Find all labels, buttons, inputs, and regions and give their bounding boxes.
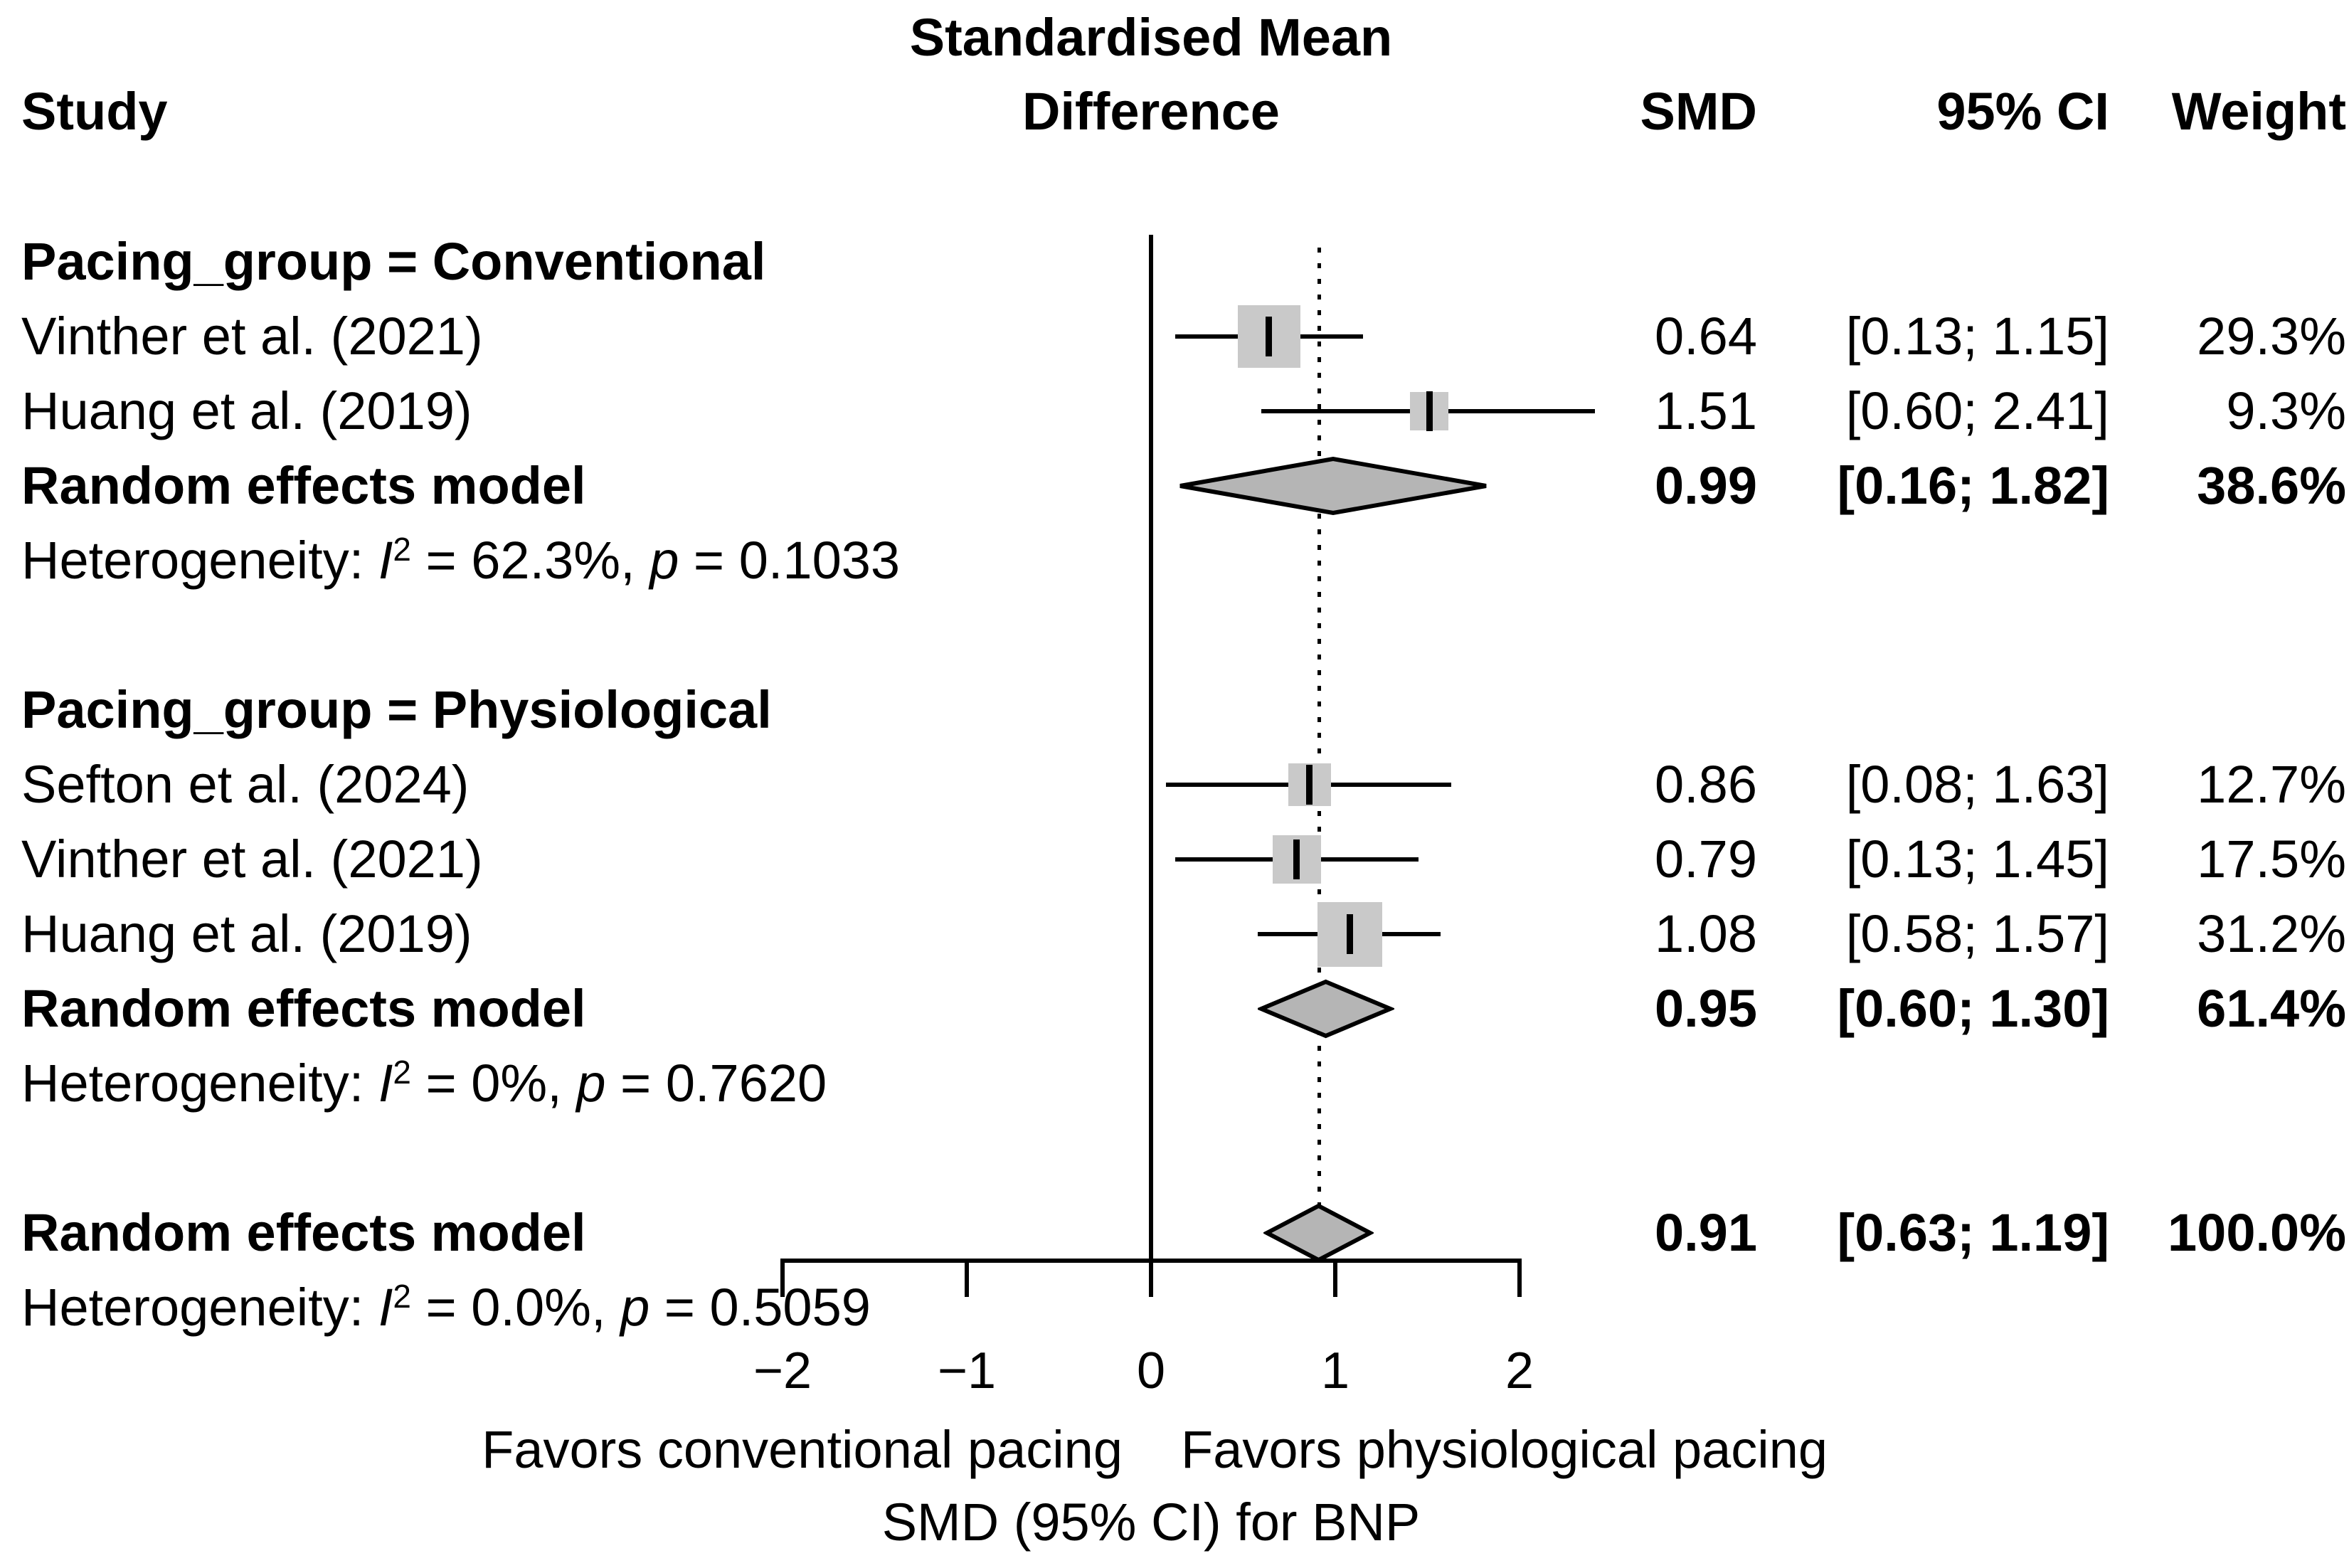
effect-estimate-tick [1306,765,1313,805]
column-header-ci: 95% CI [1936,82,2109,141]
het-p-value: = 0.7620 [605,1054,827,1113]
x-axis-tick [1517,1259,1522,1297]
pooled-label: Random effects model [21,1203,586,1262]
study-label: Vinther et al. (2021) [21,830,483,889]
column-header-study: Study [21,82,168,141]
overall-effect-dotted-line [1317,248,1321,1261]
effect-estimate-tick [1266,317,1272,356]
het-p-value: = 0.1033 [679,531,901,590]
x-axis-tick-label: 0 [1136,1342,1166,1399]
favors-left-label: Favors conventional pacing [482,1420,1123,1479]
heterogeneity-note: Heterogeneity: I2 = 0%, p = 0.7620 [21,1053,827,1113]
plot-title-line2: Difference [1022,82,1280,141]
heterogeneity-note: Heterogeneity: I2 = 62.3%, p = 0.1033 [21,530,901,590]
study-label: Huang et al. (2019) [21,904,472,963]
pooled-label: Random effects model [21,456,586,515]
smd-value: 1.08 [1654,904,1757,963]
pooled-diamond [1177,455,1490,517]
zero-reference-line [1149,235,1153,1263]
ci-value: [0.13; 1.15] [1845,307,2109,366]
group-label: Pacing_group = Conventional [21,232,766,291]
weight-value: 17.5% [2197,830,2346,889]
ci-value: [0.60; 1.30] [1837,979,2109,1038]
smd-value: 0.64 [1654,307,1757,366]
x-axis-tick [1333,1259,1337,1297]
weight-value: 29.3% [2197,307,2346,366]
het-p-symbol: p [620,1278,650,1337]
pooled-diamond [1256,978,1396,1039]
pooled-diamond [1262,1202,1375,1264]
weight-value: 31.2% [2197,904,2346,963]
het-i2-value: = 0%, [410,1054,577,1113]
het-prefix: Heterogeneity: [21,1054,378,1113]
effect-estimate-tick [1293,839,1300,879]
ci-value: [0.58; 1.57] [1845,904,2109,963]
het-i-superscript: 2 [393,530,411,568]
study-label: Vinther et al. (2021) [21,307,483,366]
het-i-symbol: I [378,1278,393,1337]
favors-right-label: Favors physiological pacing [1181,1420,1828,1479]
het-i2-value: = 0.0%, [410,1278,621,1337]
weight-value: 38.6% [2197,456,2346,515]
smd-value: 0.95 [1654,979,1757,1038]
group-label: Pacing_group = Physiological [21,680,772,739]
het-p-value: = 0.5059 [649,1278,871,1337]
smd-value: 0.86 [1654,755,1757,814]
het-prefix: Heterogeneity: [21,531,378,590]
smd-value: 1.51 [1654,381,1757,440]
ci-value: [0.16; 1.82] [1837,456,2109,515]
x-axis-tick-label: −1 [937,1342,997,1399]
effect-estimate-tick [1347,914,1353,954]
het-i-superscript: 2 [393,1053,411,1091]
ci-value: [0.63; 1.19] [1837,1203,2109,1262]
x-axis-tick-label: 2 [1505,1342,1534,1399]
ci-value: [0.08; 1.63] [1845,755,2109,814]
x-axis-tick-label: −2 [753,1342,812,1399]
study-label: Huang et al. (2019) [21,381,472,440]
column-header-smd: SMD [1640,82,1757,141]
study-label: Sefton et al. (2024) [21,755,470,814]
x-axis-title: SMD (95% CI) for BNP [881,1493,1421,1552]
het-p-symbol: p [576,1054,606,1113]
effect-estimate-tick [1426,391,1433,431]
ci-value: [0.13; 1.45] [1845,830,2109,889]
het-i-symbol: I [378,531,393,590]
x-axis-tick [1149,1259,1153,1297]
x-axis-tick-label: 1 [1320,1342,1350,1399]
het-i2-value: = 62.3%, [410,531,650,590]
het-i-symbol: I [378,1054,393,1113]
pooled-label: Random effects model [21,979,586,1038]
het-i-superscript: 2 [393,1277,411,1315]
smd-value: 0.91 [1654,1203,1757,1262]
weight-value: 100.0% [2168,1203,2346,1262]
het-prefix: Heterogeneity: [21,1278,378,1337]
weight-value: 9.3% [2226,381,2346,440]
smd-value: 0.79 [1654,830,1757,889]
weight-value: 61.4% [2197,979,2346,1038]
het-p-symbol: p [649,531,679,590]
column-header-weight: Weight [2171,82,2346,141]
smd-value: 0.99 [1654,456,1757,515]
weight-value: 12.7% [2197,755,2346,814]
plot-title-line1: Standardised Mean [909,8,1393,67]
ci-value: [0.60; 2.41] [1845,381,2109,440]
x-axis-tick [965,1259,969,1297]
heterogeneity-note: Heterogeneity: I2 = 0.0%, p = 0.5059 [21,1277,871,1337]
x-axis-tick [780,1259,785,1297]
